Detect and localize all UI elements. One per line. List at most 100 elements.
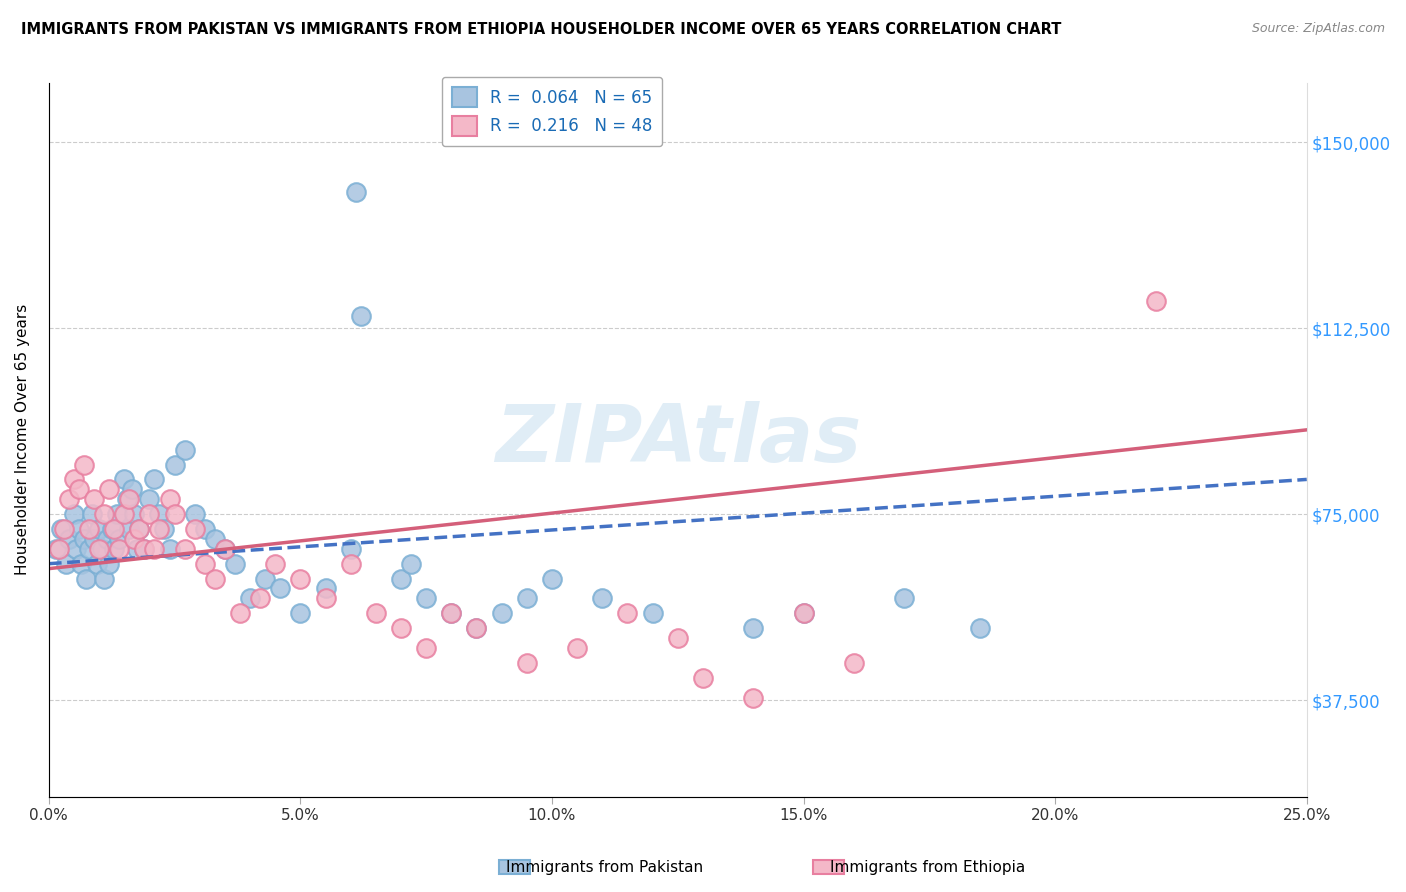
Point (58, 532, 80, 546)
Point (100, 522, 122, 536)
Y-axis label: Householder Income Over 65 years: Householder Income Over 65 years (15, 304, 30, 575)
Point (98, 557, 121, 571)
Point (73, 458, 96, 472)
Point (55, 557, 77, 571)
Point (742, 690, 765, 705)
Point (183, 522, 205, 536)
Point (90, 541, 112, 556)
Point (415, 640, 437, 655)
Point (103, 522, 125, 536)
Point (491, 607, 513, 621)
Point (77, 522, 100, 536)
Point (134, 541, 156, 556)
Point (350, 309, 373, 323)
Point (692, 671, 714, 685)
Point (52, 522, 75, 536)
Point (118, 522, 141, 536)
Point (159, 492, 181, 507)
Point (290, 607, 312, 621)
Point (87, 522, 110, 536)
Point (254, 572, 277, 586)
Point (159, 541, 181, 556)
Point (80, 507, 103, 521)
Point (148, 507, 170, 521)
Point (93, 572, 115, 586)
FancyBboxPatch shape (813, 860, 844, 874)
Point (793, 607, 815, 621)
Point (344, 185, 367, 199)
Point (440, 607, 463, 621)
Point (969, 621, 991, 635)
Point (125, 541, 148, 556)
Point (98, 483, 121, 497)
Point (893, 591, 915, 606)
Text: IMMIGRANTS FROM PAKISTAN VS IMMIGRANTS FROM ETHIOPIA HOUSEHOLDER INCOME OVER 65 : IMMIGRANTS FROM PAKISTAN VS IMMIGRANTS F… (21, 22, 1062, 37)
Point (96, 532, 118, 546)
Point (315, 591, 337, 606)
Point (742, 621, 765, 635)
Point (415, 591, 437, 606)
Point (214, 541, 236, 556)
Point (516, 656, 538, 670)
Point (224, 557, 246, 571)
Point (173, 541, 195, 556)
Point (118, 492, 141, 507)
Point (67, 483, 90, 497)
Point (112, 472, 135, 486)
Point (138, 492, 160, 507)
FancyBboxPatch shape (499, 860, 530, 874)
Point (86, 557, 108, 571)
Text: Immigrants from Pakistan: Immigrants from Pakistan (506, 860, 703, 874)
Point (465, 621, 488, 635)
Point (163, 458, 186, 472)
Point (565, 640, 588, 655)
Text: Source: ZipAtlas.com: Source: ZipAtlas.com (1251, 22, 1385, 36)
Point (124, 532, 146, 546)
Point (58, 492, 80, 507)
Point (399, 557, 422, 571)
Point (148, 522, 170, 536)
Point (194, 557, 217, 571)
Point (76, 572, 98, 586)
Point (143, 472, 166, 486)
Point (112, 507, 135, 521)
Point (204, 572, 226, 586)
Point (73, 532, 96, 546)
Point (793, 607, 815, 621)
Point (194, 522, 217, 536)
Point (143, 541, 166, 556)
Point (1144, 293, 1167, 308)
Point (290, 572, 312, 586)
Point (269, 582, 291, 596)
Point (183, 507, 205, 521)
Point (70, 557, 93, 571)
Point (124, 507, 146, 521)
Point (315, 582, 337, 596)
Point (842, 656, 865, 670)
Point (264, 557, 287, 571)
Text: Immigrants from Ethiopia: Immigrants from Ethiopia (831, 860, 1025, 874)
Point (93, 507, 115, 521)
Point (134, 541, 156, 556)
Point (63, 472, 86, 486)
Point (229, 607, 252, 621)
Point (83, 532, 105, 546)
Point (666, 631, 689, 645)
Point (214, 541, 236, 556)
Point (173, 442, 195, 457)
Point (103, 541, 125, 556)
Point (108, 532, 131, 546)
Point (138, 507, 160, 521)
Point (204, 532, 226, 546)
Point (153, 522, 176, 536)
Point (87, 541, 110, 556)
Point (641, 607, 664, 621)
Point (541, 572, 564, 586)
Point (51, 522, 73, 536)
Point (115, 492, 138, 507)
Point (364, 607, 387, 621)
Point (389, 572, 412, 586)
Point (465, 621, 488, 635)
Point (128, 522, 150, 536)
Point (440, 607, 463, 621)
